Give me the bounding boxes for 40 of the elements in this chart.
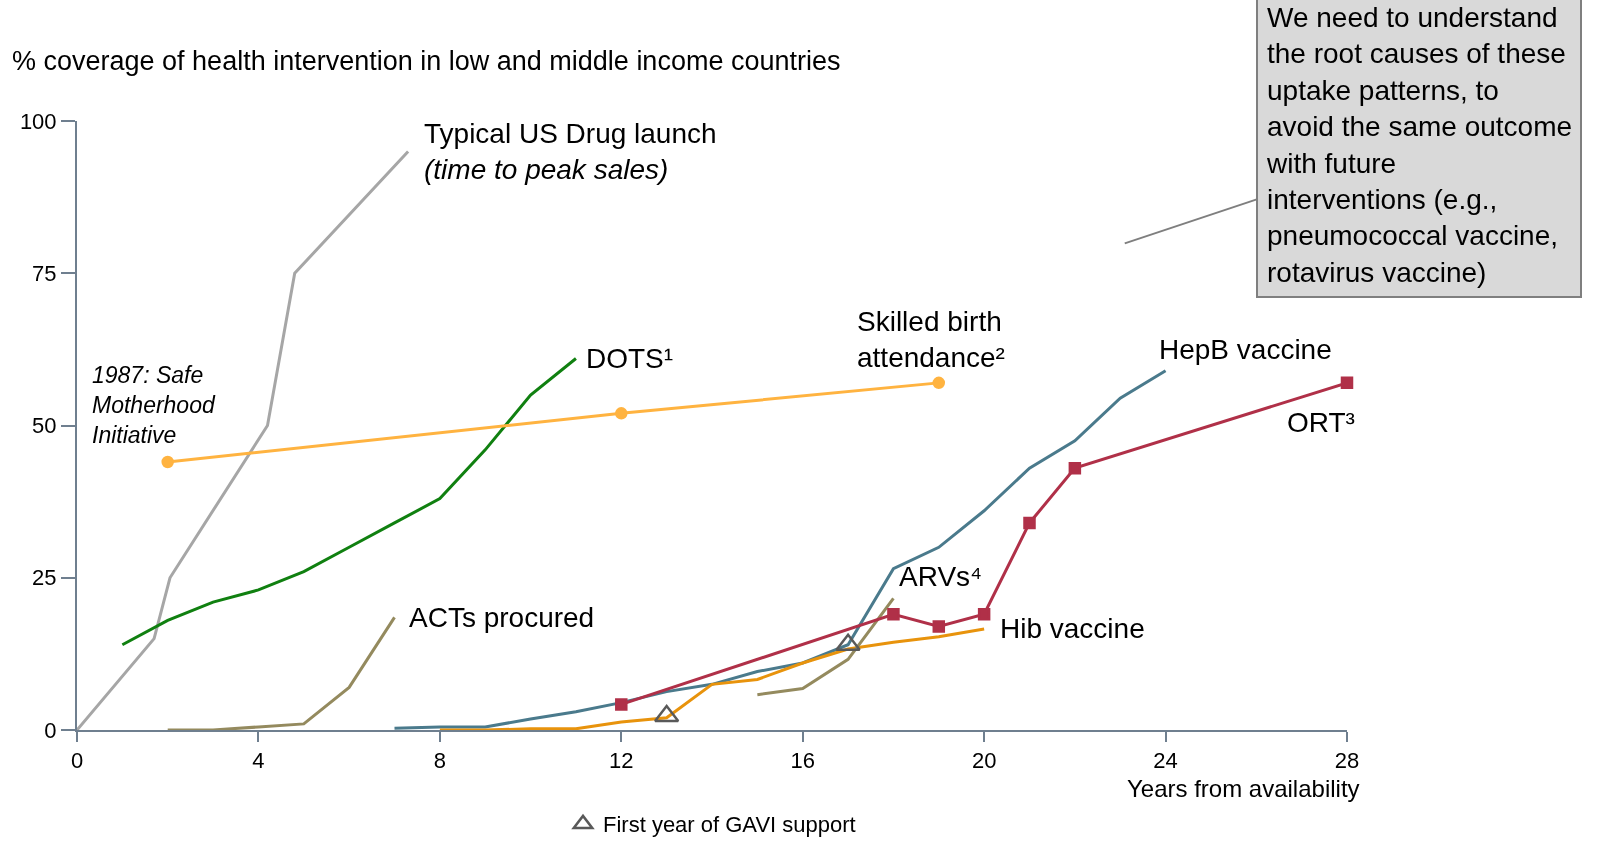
series-label: ORT³ [1287,407,1355,438]
series-label: Skilled birth attendance² [857,306,1005,374]
point [161,455,174,469]
x-tick-label: 8 [433,748,446,774]
point [615,407,628,420]
x-tick-label: 28 [1334,748,1360,774]
x-axis-title: Years from availability [1127,775,1360,802]
point [977,608,991,621]
series-label: DOTS¹ [586,343,674,374]
point [932,620,946,633]
y-axis-title: % coverage of health intervention in low and middle income countries [12,46,841,76]
x-tick-label: 4 [252,748,265,774]
line-series [393,369,1168,730]
x-tick-label: 24 [1153,748,1178,774]
x-tick-label: 12 [609,748,634,774]
legend-label: First year of GAVI support [603,812,856,838]
x-tick-label: 20 [971,748,997,774]
y-tick-label: 100 [19,108,57,134]
point [1023,516,1036,530]
series-label: Hib vaccine [1000,613,1145,644]
y-tick-label: 75 [32,260,57,286]
annotation: We need to understand the root causes of these uptake patterns, to avoid the same outcome with future interventions (e.g., pneumococcal vaccine, rotavirus vaccine) [1266,2,1573,288]
annotation: 1987: Safe Motherhood Initiative [92,362,216,448]
y-tick-label: 25 [32,565,57,591]
point [887,608,900,621]
line-series [166,615,396,730]
point [932,376,946,390]
series-label: Typical US Drug launch (time to peak sales) [424,118,717,186]
line-series [77,149,410,730]
y-tick-label: 50 [32,413,57,439]
series-label: ACTs procured [409,602,595,633]
series-label: ARVs⁴ [899,561,983,592]
point [615,698,628,711]
point [1068,461,1082,475]
point [1340,376,1354,390]
x-tick-label: 0 [70,748,84,774]
series-label: HepB vaccine [1159,334,1332,365]
x-tick-label: 16 [790,748,815,774]
line-series [755,596,895,697]
y-tick-label: 0 [44,717,57,743]
